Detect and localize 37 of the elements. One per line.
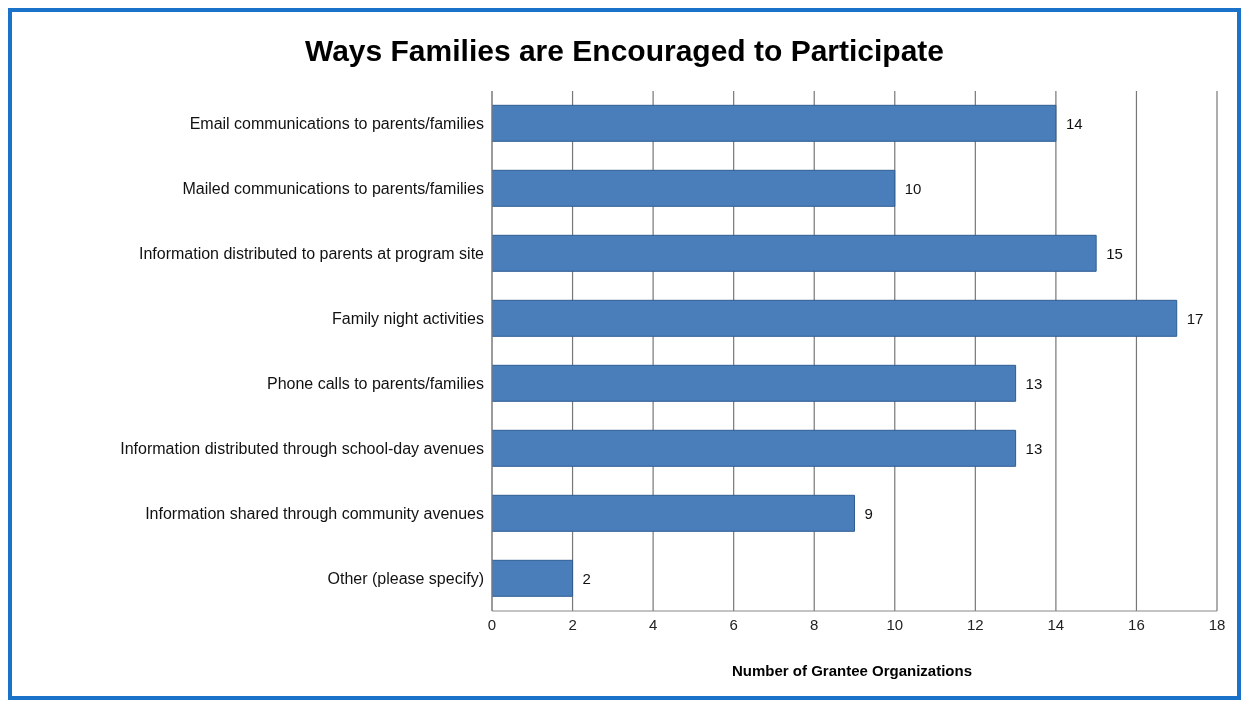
- y-tick-label: Other (please specify): [327, 570, 484, 588]
- x-tick-label: 16: [1128, 615, 1145, 633]
- bar: [492, 169, 896, 207]
- x-tick-label: 6: [729, 615, 738, 633]
- bar: [492, 429, 1017, 467]
- x-tick-label: 0: [487, 615, 497, 633]
- x-tick-label: 10: [886, 615, 904, 633]
- data-label: 14: [1065, 114, 1083, 132]
- y-tick-label: Email communications to parents/families: [189, 115, 484, 133]
- data-label: 2: [582, 569, 591, 587]
- data-label: 10: [904, 179, 922, 197]
- data-label: 13: [1025, 374, 1043, 392]
- x-tick-label: 2: [568, 615, 577, 633]
- frame: Ways Families are Encouraged to Participate 0 2 4 6 8 10 12 14 16 18 Email communications to parents/families Mailed communications to parents/families Information distributed to parents at program site Family night activities Phone calls to parents/families Information distributed through school-day avenues Information shared through community avenues Other (please specify) 14 10 15 17 13 13 9 2 Number of Grantee Organizations: [8, 8, 1241, 700]
- bar: [492, 559, 574, 597]
- y-tick-label: Information shared through community avenues: [145, 505, 484, 523]
- data-label: 13: [1025, 439, 1043, 457]
- x-tick-label: 18: [1208, 615, 1226, 633]
- x-tick-label: 4: [648, 615, 658, 633]
- bar: [492, 234, 1097, 272]
- data-label: 17: [1186, 309, 1204, 327]
- y-tick-label: Information distributed to parents at program site: [138, 245, 485, 263]
- y-tick-label: Mailed communications to parents/families: [182, 180, 484, 198]
- x-tick-label: 14: [1047, 615, 1065, 633]
- chart-title: Ways Families are Encouraged to Participate: [303, 34, 946, 69]
- y-tick-label: Family night activities: [331, 310, 484, 328]
- bar: [492, 299, 1178, 337]
- y-tick-label: Information distributed through school-day avenues: [120, 440, 484, 458]
- bar: [492, 104, 1057, 142]
- bar: [492, 494, 855, 532]
- x-tick-label: 12: [966, 615, 984, 633]
- data-label: 9: [864, 504, 873, 522]
- bar: [492, 364, 1017, 402]
- data-label: 15: [1106, 244, 1123, 262]
- x-axis-title: Number of Grantee Organizations: [730, 662, 973, 679]
- x-tick-label: 8: [810, 615, 819, 633]
- y-tick-label: Phone calls to parents/families: [267, 375, 484, 393]
